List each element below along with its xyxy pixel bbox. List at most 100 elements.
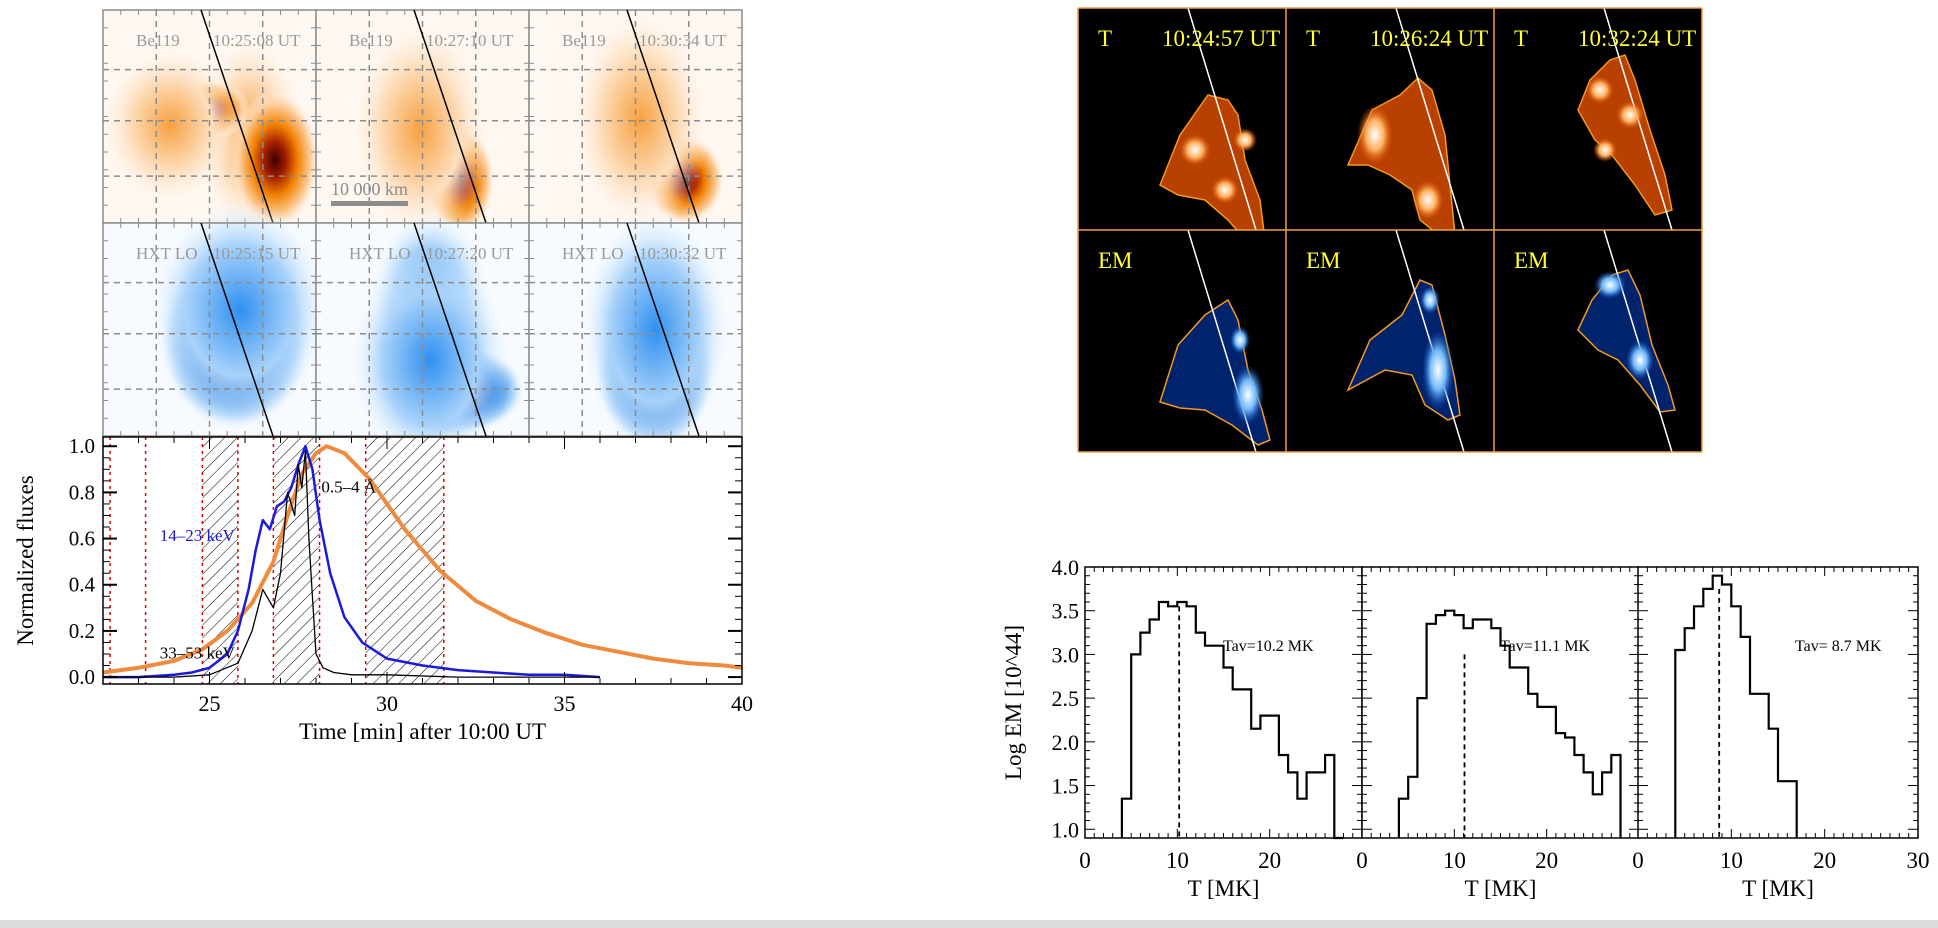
histogram-panel-2: Tav=11.1 MK 0 10 20 T [MK] — [1356, 566, 1640, 901]
time-label: 10:27:20 UT — [426, 244, 514, 263]
limb-line — [200, 222, 274, 437]
y-tick-label: 0.6 — [69, 527, 95, 551]
image-panel-row2-3: HXT LO 10:30:32 UT — [528, 210, 743, 450]
left-image-grid: Be119 10:25:08 UT Be119 10:27:10 UT Be119 10:… — [100, 9, 743, 470]
series-blue-line — [103, 444, 601, 679]
y-tick-label: 0.8 — [69, 480, 95, 504]
x-axis-label: Time [min] after 10:00 UT — [299, 719, 546, 744]
emission-blob — [350, 20, 490, 240]
limb-line — [1395, 7, 1465, 231]
y-tick-label: 3.0 — [1052, 642, 1080, 667]
y-axis-label: Log EM [10^44] — [1001, 625, 1026, 780]
limb-line — [626, 9, 700, 224]
emission-blob — [230, 90, 320, 230]
histogram-panel-3: Tav= 8.7 MK 0 10 20 30 T [MK] — [1632, 566, 1930, 901]
time-label: 10:25:08 UT — [213, 31, 301, 50]
y-tick-label: 4.0 — [1052, 555, 1080, 580]
instrument-label: Be119 — [136, 31, 180, 50]
bright-spot — [1357, 105, 1393, 165]
scale-bar: 10 000 km — [331, 179, 408, 206]
map-type-label: T — [1514, 26, 1528, 51]
x-tick-label: 0 — [1079, 848, 1091, 873]
instrument-label: Be119 — [562, 31, 606, 50]
map-panel-row2-3: EM — [1494, 229, 1702, 453]
bright-spot — [1230, 326, 1250, 354]
x-tick-label: 25 — [199, 691, 221, 716]
emission-blob — [350, 250, 510, 470]
x-tick-label: 35 — [554, 691, 576, 716]
bright-spot — [1616, 101, 1644, 129]
image-panel-row2-1: HXT LO 10:25:15 UT — [102, 200, 330, 437]
instrument-label: HXT LO — [562, 244, 624, 263]
instrument-label: Be119 — [349, 31, 393, 50]
annotation-33-53kev: 33–53 keV — [160, 644, 236, 663]
plot-background — [1085, 567, 1362, 838]
tav-label: Tav=11.1 MK — [1500, 638, 1590, 655]
instrument-label: HXT LO — [349, 244, 411, 263]
bright-spot — [1233, 128, 1257, 152]
map-type-label: EM — [1306, 248, 1341, 273]
y-tick-label: 0.0 — [69, 665, 95, 689]
image-panel-row1-3: Be119 10:30:34 UT — [528, 9, 743, 230]
map-panel-row1-1: T 10:24:57 UT — [1078, 7, 1286, 246]
x-tick-label: 40 — [731, 691, 753, 716]
plot-background — [1362, 567, 1639, 838]
emission-blob — [580, 210, 730, 450]
histogram-step-line — [1120, 600, 1344, 840]
limb-line — [1187, 7, 1257, 231]
y-tick-label: 1.0 — [69, 434, 95, 458]
bright-spot — [1211, 176, 1239, 204]
plot-background — [1638, 567, 1918, 838]
time-label: 10:32:24 UT — [1578, 26, 1696, 51]
histogram-panel-1: Tav=10.2 MK 0 10 20 T [MK] 1.0 1.5 2.0 2.5 3.0 3.5… — [1001, 555, 1363, 901]
emission-blob — [570, 10, 710, 230]
instrument-label: HXT LO — [136, 244, 198, 263]
map-type-label: EM — [1514, 248, 1549, 273]
y-tick-label: 2.5 — [1052, 686, 1080, 711]
bright-spot — [1586, 76, 1614, 104]
limb-line — [413, 222, 487, 437]
x-tick-label: 20 — [1258, 848, 1281, 873]
x-axis-label: T [MK] — [1465, 876, 1537, 901]
time-label: 10:25:15 UT — [213, 244, 301, 263]
x-tick-label: 30 — [1907, 848, 1930, 873]
time-label: 10:30:34 UT — [639, 31, 727, 50]
bottom-bar — [0, 920, 1938, 928]
light-curve-plot: 0.0 0.2 0.4 0.6 0.8 1.0 25 30 35 40 Time [min] aft… — [13, 434, 753, 744]
y-tick-label: 1.5 — [1052, 774, 1080, 799]
y-tick-label: 0.2 — [69, 619, 95, 643]
map-type-label: T — [1306, 26, 1320, 51]
y-tick-label: 2.0 — [1052, 730, 1080, 755]
x-tick-label: 0 — [1632, 848, 1644, 873]
bright-spot — [1179, 134, 1211, 166]
tav-label: Tav= 8.7 MK — [1795, 638, 1882, 655]
annotation-14-23kev: 14–23 keV — [160, 526, 236, 545]
image-panel-row2-2: HXT LO 10:27:20 UT — [315, 210, 530, 470]
bright-spot — [1594, 271, 1626, 299]
limb-line — [413, 9, 487, 224]
bright-spot — [1412, 180, 1444, 220]
x-tick-label: 20 — [1535, 848, 1558, 873]
map-panel-row1-3: T 10:32:24 UT — [1494, 7, 1702, 231]
y-tick-label: 0.4 — [69, 573, 96, 597]
x-tick-label: 0 — [1356, 848, 1368, 873]
x-axis-label: T [MK] — [1742, 876, 1814, 901]
annotation-sxr: 0.5–4 Å — [321, 477, 377, 496]
y-tick-label: 3.5 — [1052, 599, 1080, 624]
bright-spot — [1422, 330, 1454, 410]
map-type-label: T — [1098, 26, 1112, 51]
scale-bar-line — [331, 201, 408, 206]
image-panel-row1-1: Be119 10:25:08 UT — [100, 9, 320, 235]
bright-spot — [1232, 365, 1264, 425]
bright-spot — [1420, 286, 1440, 314]
right-map-grid: T 10:24:57 UT T 10:26:24 UT T 10:32:24 UT EM EM… — [1077, 7, 1703, 453]
bright-spot — [1593, 138, 1617, 162]
map-panel-row2-2: EM — [1286, 229, 1494, 453]
x-tick-label: 10 — [1720, 848, 1743, 873]
y-tick-label: 1.0 — [1052, 817, 1080, 842]
em-histogram-plots: Tav=10.2 MK 0 10 20 T [MK] 1.0 1.5 2.0 2.5 3.0 3.5… — [1001, 555, 1930, 901]
emission-blob — [100, 45, 240, 205]
x-tick-label: 30 — [376, 691, 398, 716]
image-panel-row1-2: Be119 10:27:10 UT — [315, 9, 530, 240]
